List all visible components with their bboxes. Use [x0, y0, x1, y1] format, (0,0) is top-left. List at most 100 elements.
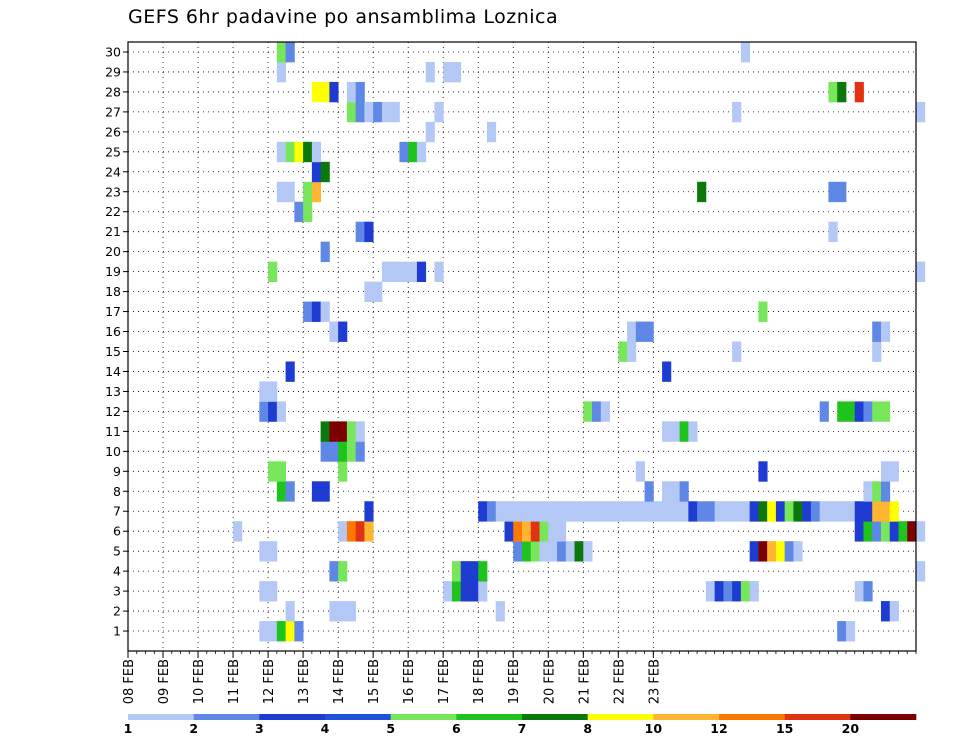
heatmap-cell — [872, 501, 882, 522]
heatmap-cell — [784, 541, 794, 562]
heatmap-cell — [513, 501, 523, 522]
heatmap-cell — [539, 521, 549, 542]
heatmap-cell — [276, 42, 286, 63]
heatmap-cell — [311, 161, 322, 183]
heatmap-cell — [644, 501, 654, 522]
colorbar-swatch — [653, 714, 720, 720]
heatmap-cell — [740, 42, 751, 63]
heatmap-cell — [679, 421, 689, 442]
heatmap-cell — [381, 101, 392, 123]
heatmap-cell — [338, 421, 348, 442]
heatmap-cell — [819, 501, 829, 522]
heatmap-cell — [670, 421, 680, 442]
colorbar-swatch — [522, 714, 588, 720]
heatmap-cell — [539, 541, 549, 562]
y-tick-label: 17 — [105, 304, 121, 319]
heatmap-cell — [373, 101, 383, 123]
heatmap-cell — [320, 301, 330, 322]
colorbar-label: 20 — [842, 721, 860, 736]
heatmap-cell — [732, 341, 742, 362]
heatmap-cell — [565, 501, 575, 522]
heatmap-cell — [872, 481, 882, 502]
heatmap-cell — [355, 221, 365, 243]
heatmap-cell — [355, 441, 365, 462]
heatmap-cell — [732, 581, 742, 602]
colorbar-swatch — [325, 714, 391, 720]
colorbar-label: 5 — [386, 721, 395, 736]
heatmap-cell — [320, 241, 330, 263]
heatmap-cell — [285, 361, 295, 382]
heatmap-cell — [600, 401, 610, 422]
heatmap-cell — [740, 501, 751, 522]
heatmap-cell — [346, 601, 357, 622]
y-tick-label: 2 — [113, 604, 121, 619]
heatmap-cell — [259, 581, 269, 602]
heatmap-cell — [872, 521, 882, 542]
heatmap-cell — [662, 501, 672, 522]
heatmap-cell — [364, 281, 374, 302]
heatmap-cell — [863, 501, 873, 522]
heatmap-cell — [688, 501, 698, 522]
y-tick-label: 26 — [105, 124, 121, 139]
colorbar-label: 4 — [321, 721, 330, 736]
x-tick-label: 22 FEB — [612, 659, 627, 704]
heatmap-cell — [662, 481, 672, 502]
heatmap-cell — [697, 501, 707, 522]
y-tick-label: 1 — [113, 624, 121, 639]
heatmap-cell — [346, 421, 357, 442]
heatmap-cell — [880, 521, 891, 542]
heatmap-cell — [478, 581, 488, 602]
heatmap-cell — [837, 501, 847, 522]
heatmap-cell — [802, 501, 812, 522]
heatmap-cell — [880, 481, 891, 502]
heatmap-cell — [276, 61, 286, 83]
heatmap-cell — [469, 561, 479, 582]
heatmap-cell — [425, 121, 435, 143]
colorbar-label: 12 — [710, 721, 727, 736]
heatmap-cell — [583, 501, 593, 522]
heatmap-cell — [276, 141, 286, 163]
heatmap-cell — [828, 181, 838, 203]
heatmap-cell — [434, 101, 444, 123]
y-tick-label: 13 — [105, 384, 121, 399]
heatmap-cell — [513, 541, 523, 562]
y-tick-label: 6 — [113, 524, 121, 539]
heatmap-cell — [609, 501, 619, 522]
heatmap-cell — [662, 361, 672, 382]
x-tick-label: 19 FEB — [507, 659, 522, 704]
heatmap-cell — [810, 501, 821, 522]
heatmap-cell — [285, 601, 295, 622]
y-tick-label: 22 — [105, 204, 121, 219]
x-axis: 08 FEB 09 FEB 10 FEB 11 FEB 12 FEB 13 FEB 14 F… — [122, 651, 917, 704]
colorbar-swatch — [193, 714, 260, 720]
heatmap-cell — [583, 541, 593, 562]
heatmap-cell — [592, 401, 602, 422]
heatmap-cell — [845, 621, 856, 642]
y-tick-label: 20 — [105, 244, 121, 259]
y-tick-label: 8 — [113, 484, 121, 499]
heatmap-cell — [460, 561, 470, 582]
heatmap-cell — [294, 201, 304, 223]
heatmap-cell — [285, 621, 295, 642]
heatmap-cell — [303, 201, 313, 223]
x-tick-label: 10 FEB — [192, 659, 207, 704]
colorbar-swatch — [456, 714, 523, 720]
heatmap-cell — [530, 501, 540, 522]
heatmap-cell — [285, 141, 295, 163]
heatmap-cell — [705, 501, 716, 522]
heatmap-cell — [311, 481, 322, 502]
heatmap-cell — [889, 601, 899, 622]
heatmap-cell — [557, 501, 567, 522]
heatmap-cell — [276, 621, 286, 642]
heatmap-cell — [355, 421, 365, 442]
heatmap-cell — [854, 81, 864, 103]
heatmap-cell — [775, 501, 786, 522]
heatmap-cell — [303, 301, 313, 322]
heatmap-cell — [898, 521, 908, 542]
heatmap-cell — [880, 501, 891, 522]
heatmap-cell — [837, 621, 847, 642]
heatmap-cell — [355, 81, 365, 103]
y-tick-label: 25 — [105, 144, 121, 159]
heatmap-cell — [688, 421, 698, 442]
heatmap-cell — [294, 621, 304, 642]
